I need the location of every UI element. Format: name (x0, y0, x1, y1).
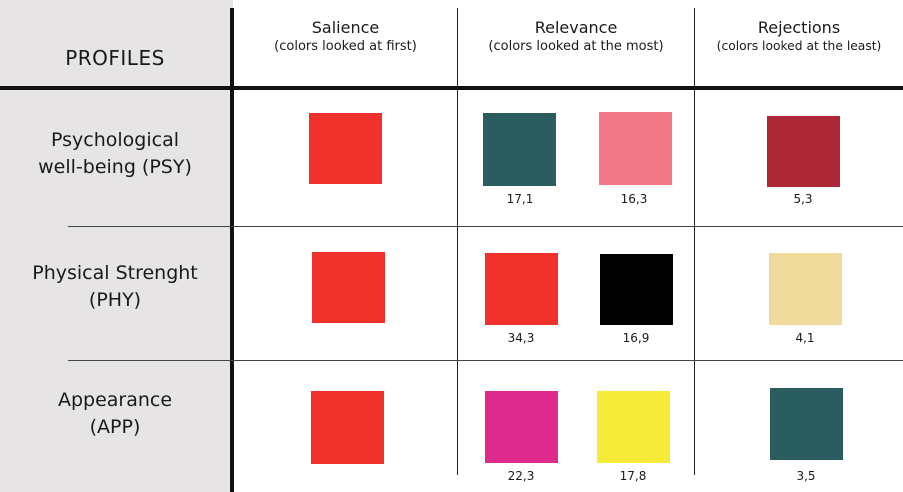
row-label-line1: Psychological (51, 129, 179, 151)
relevance-value-psy-2: 16,3 (620, 192, 648, 206)
relevance-value-phy-1: 34,3 (507, 331, 535, 345)
relevance-value-app-1: 22,3 (507, 469, 535, 483)
relevance-swatch-psy-2 (599, 112, 672, 185)
relevance-value-app-2: 17,8 (619, 469, 647, 483)
salience-relevance-divider (457, 8, 458, 475)
rejections-title: Rejections (757, 18, 841, 37)
salience-swatch-psy (309, 113, 382, 184)
relevance-subtitle: (colors looked at the most) (488, 39, 664, 54)
relevance-value-phy-2: 16,9 (622, 331, 650, 345)
relevance-swatch-app-2 (597, 391, 670, 463)
row-label-app: Appearance (APP) (0, 387, 230, 441)
header-divider (0, 86, 903, 90)
row-label-psy: Psychological well-being (PSY) (0, 127, 230, 181)
row-label-phy: Physical Strenght (PHY) (0, 260, 230, 314)
salience-swatch-app (311, 391, 384, 464)
row-divider-1 (68, 226, 903, 227)
rejection-value-app: 3,5 (796, 469, 816, 483)
relevance-swatch-phy-1 (485, 253, 558, 325)
row-label-line1: Physical Strenght (32, 262, 198, 284)
row-divider-2 (68, 360, 903, 361)
relevance-title: Relevance (534, 18, 618, 37)
rejections-subtitle: (colors looked at the least) (716, 39, 882, 53)
rejection-swatch-app (770, 388, 843, 460)
relevance-swatch-phy-2 (600, 254, 673, 325)
row-label-line2: well-being (PSY) (38, 156, 192, 178)
relevance-rejections-divider (694, 8, 695, 475)
row-label-line2: (APP) (89, 416, 141, 438)
rejections-header: Rejections (colors looked at the least) (695, 18, 903, 55)
profiles-header: PROFILES (65, 46, 165, 70)
salience-swatch-phy (312, 252, 385, 323)
rejection-swatch-phy (769, 253, 842, 325)
rejection-value-phy: 4,1 (795, 331, 815, 345)
profiles-column-background (0, 0, 233, 492)
salience-subtitle: (colors looked at first) (274, 39, 417, 54)
relevance-swatch-app-1 (485, 391, 558, 463)
relevance-swatch-psy-1 (483, 113, 556, 186)
salience-header: Salience (colors looked at first) (234, 18, 457, 55)
relevance-value-psy-1: 17,1 (506, 192, 534, 206)
row-label-line1: Appearance (57, 389, 173, 411)
profiles-divider (230, 8, 234, 492)
relevance-header: Relevance (colors looked at the most) (458, 18, 694, 55)
row-label-line2: (PHY) (88, 289, 142, 311)
rejection-swatch-psy (767, 116, 840, 187)
rejection-value-psy: 5,3 (793, 192, 813, 206)
salience-title: Salience (311, 18, 380, 37)
